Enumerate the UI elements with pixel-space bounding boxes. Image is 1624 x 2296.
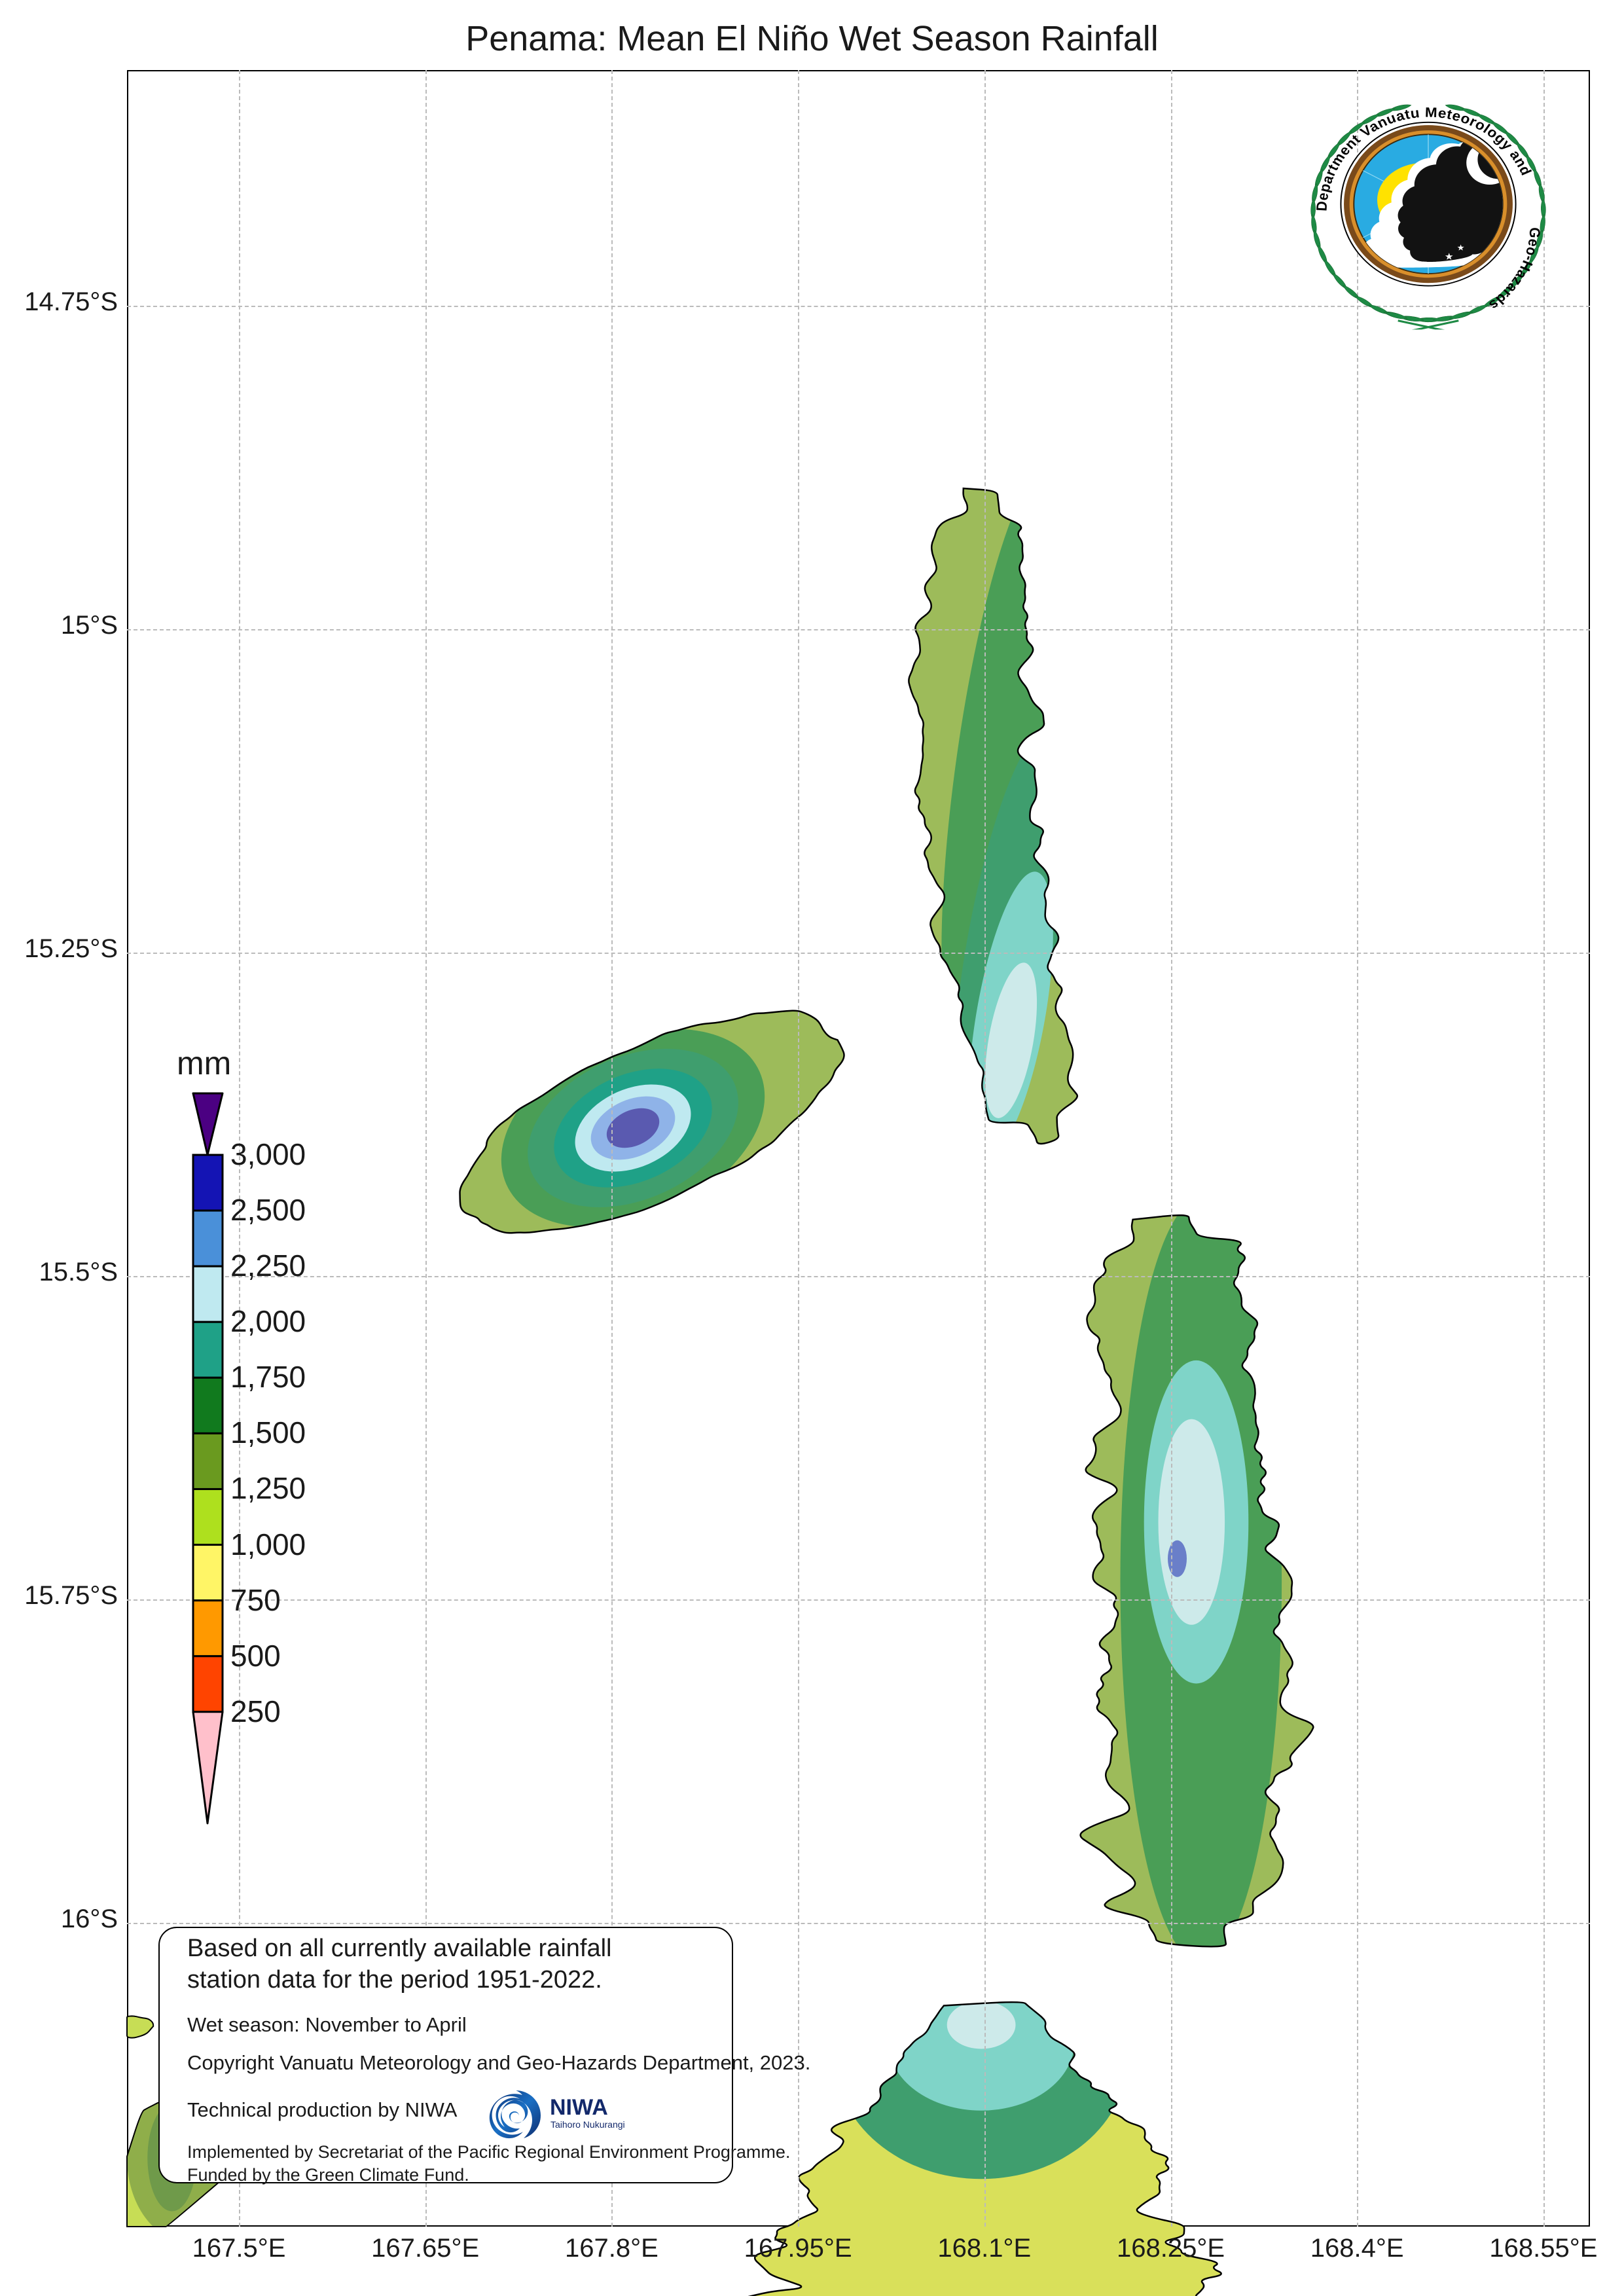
svg-text:NIWA: NIWA [550,2095,608,2120]
svg-text:Taihoro Nukurangi: Taihoro Nukurangi [550,2119,625,2130]
